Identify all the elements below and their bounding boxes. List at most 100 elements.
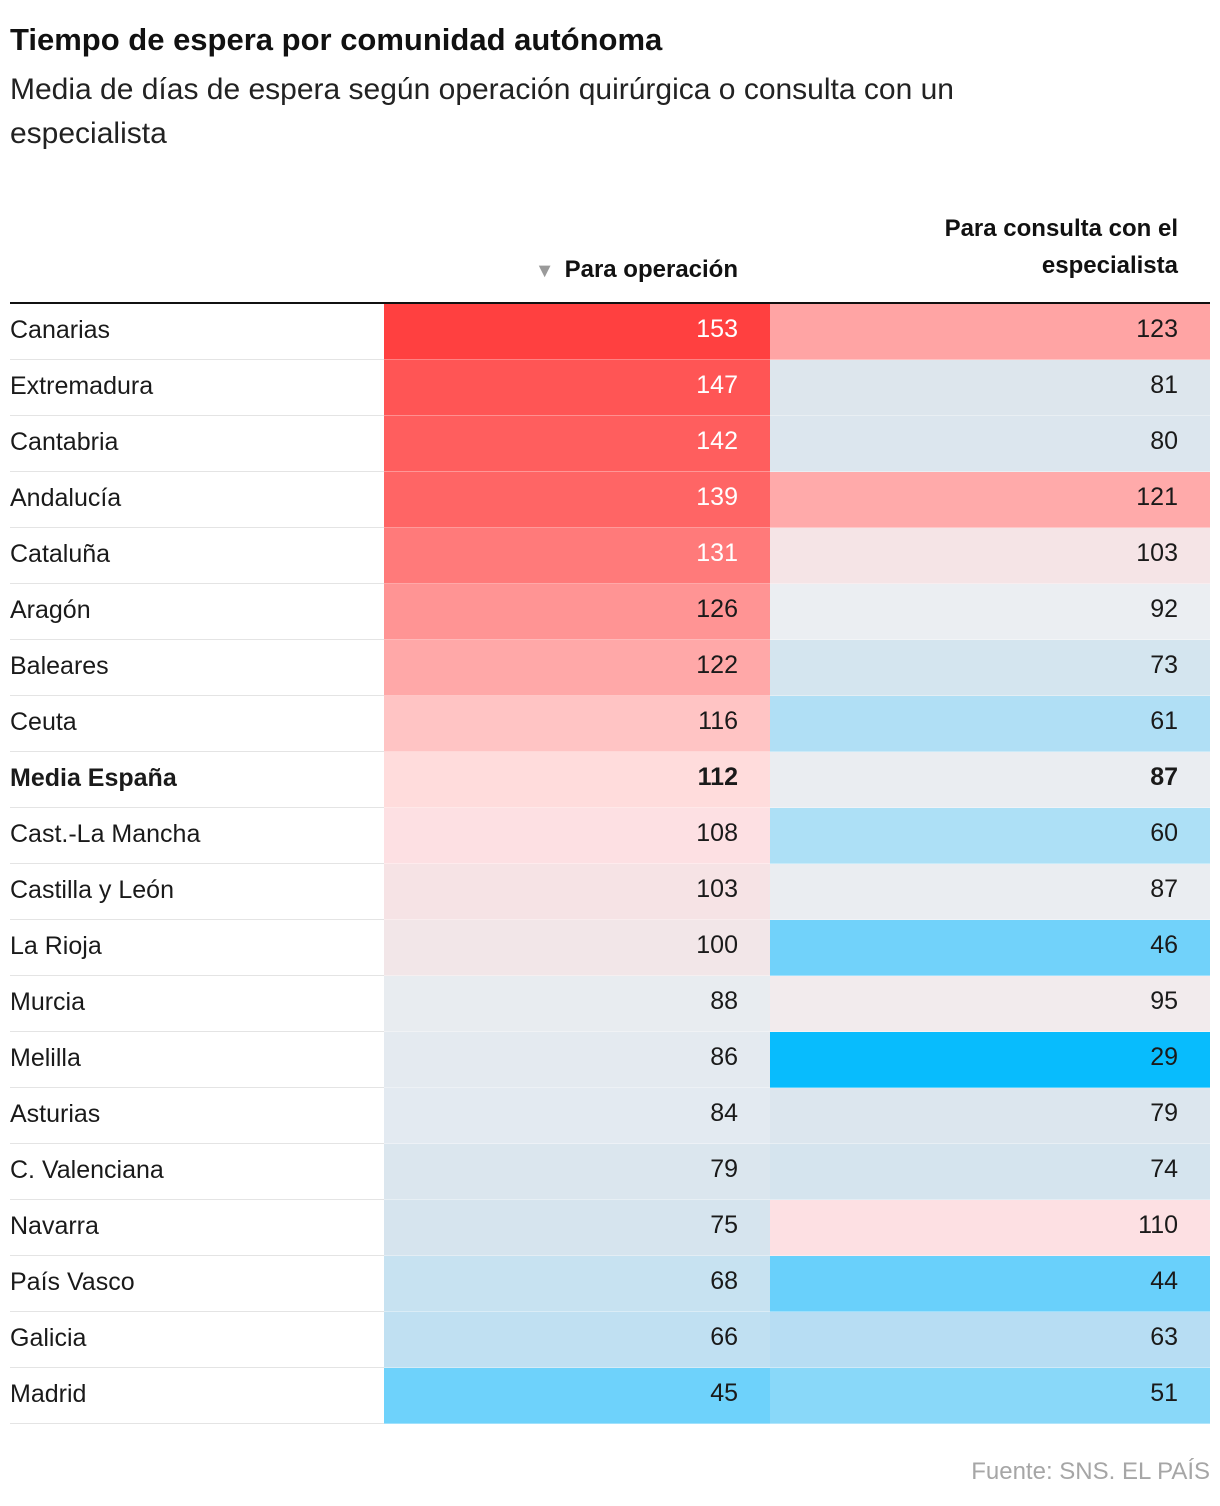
row-divider xyxy=(10,919,384,920)
row-label: Asturias xyxy=(10,1100,101,1128)
consultation-value-cell: 123 xyxy=(770,304,1210,360)
row-divider xyxy=(10,1311,384,1312)
column-header-operation-label: Para operación xyxy=(564,256,738,283)
sort-desc-icon[interactable]: ▼ xyxy=(534,260,555,282)
row-divider xyxy=(10,1423,384,1424)
operation-value-cell: 122 xyxy=(384,640,770,696)
table-row: Galicia 66 63 xyxy=(10,1312,1210,1368)
row-label: Ceuta xyxy=(10,708,77,736)
consultation-value-cell: 79 xyxy=(770,1088,1210,1144)
consultation-value-cell: 51 xyxy=(770,1368,1210,1424)
row-divider xyxy=(10,359,384,360)
operation-value-cell: 131 xyxy=(384,528,770,584)
row-label: Extremadura xyxy=(10,372,154,400)
row-label: Andalucía xyxy=(10,484,122,512)
column-header-consultation[interactable]: Para consulta con el especialista xyxy=(878,210,1178,284)
consultation-value-cell: 95 xyxy=(770,976,1210,1032)
row-label: Melilla xyxy=(10,1044,81,1072)
row-divider xyxy=(10,583,384,584)
consultation-value-cell: 29 xyxy=(770,1032,1210,1088)
table-row: Navarra 75 110 xyxy=(10,1200,1210,1256)
operation-value-cell: 84 xyxy=(384,1088,770,1144)
operation-value-cell: 86 xyxy=(384,1032,770,1088)
consultation-value-cell: 103 xyxy=(770,528,1210,584)
table-row: Andalucía 139 121 xyxy=(10,472,1210,528)
table-header: ▼ Para operación Para consulta con el esp… xyxy=(10,205,1210,302)
operation-value-cell: 79 xyxy=(384,1144,770,1200)
operation-value-cell: 103 xyxy=(384,864,770,920)
operation-value-cell: 112 xyxy=(384,752,770,808)
table-row: Cataluña 131 103 xyxy=(10,528,1210,584)
row-label: Aragón xyxy=(10,596,91,624)
row-label: Galicia xyxy=(10,1324,87,1352)
operation-value-cell: 116 xyxy=(384,696,770,752)
row-divider xyxy=(10,751,384,752)
row-divider xyxy=(10,1143,384,1144)
operation-value-cell: 45 xyxy=(384,1368,770,1424)
operation-value-cell: 139 xyxy=(384,472,770,528)
consultation-value-cell: 87 xyxy=(770,752,1210,808)
row-label: Madrid xyxy=(10,1380,87,1408)
column-header-operation[interactable]: ▼ Para operación xyxy=(535,256,738,284)
row-label: Media España xyxy=(10,764,177,792)
row-label: Murcia xyxy=(10,988,86,1016)
consultation-value-cell: 60 xyxy=(770,808,1210,864)
row-label: País Vasco xyxy=(10,1268,135,1296)
operation-value-cell: 88 xyxy=(384,976,770,1032)
source-note: Fuente: SNS. EL PAÍS xyxy=(971,1458,1210,1485)
row-label: La Rioja xyxy=(10,932,102,960)
operation-value-cell: 66 xyxy=(384,1312,770,1368)
operation-value-cell: 100 xyxy=(384,920,770,976)
row-divider xyxy=(10,1031,384,1032)
consultation-value-cell: 80 xyxy=(770,416,1210,472)
row-label: C. Valenciana xyxy=(10,1156,164,1184)
consultation-value-cell: 46 xyxy=(770,920,1210,976)
consultation-value-cell: 110 xyxy=(770,1200,1210,1256)
row-label: Castilla y León xyxy=(10,876,174,904)
consultation-value-cell: 74 xyxy=(770,1144,1210,1200)
table-row: Madrid 45 51 xyxy=(10,1368,1210,1424)
table-row: Asturias 84 79 xyxy=(10,1088,1210,1144)
table-row: Castilla y León 103 87 xyxy=(10,864,1210,920)
table-row: Ceuta 116 61 xyxy=(10,696,1210,752)
row-divider xyxy=(10,807,384,808)
row-divider xyxy=(10,639,384,640)
operation-value-cell: 142 xyxy=(384,416,770,472)
table-row: País Vasco 68 44 xyxy=(10,1256,1210,1312)
table-row: Baleares 122 73 xyxy=(10,640,1210,696)
row-divider xyxy=(10,1087,384,1088)
table-row: Cast.-La Mancha 108 60 xyxy=(10,808,1210,864)
chart-subtitle: Media de días de espera según operación … xyxy=(10,73,954,150)
row-label: Navarra xyxy=(10,1212,99,1240)
table-row: Aragón 126 92 xyxy=(10,584,1210,640)
row-label: Canarias xyxy=(10,316,111,344)
chart-title: Tiempo de espera por comunidad autónoma xyxy=(10,22,663,57)
consultation-value-cell: 73 xyxy=(770,640,1210,696)
consultation-value-cell: 87 xyxy=(770,864,1210,920)
consultation-value-cell: 121 xyxy=(770,472,1210,528)
operation-value-cell: 126 xyxy=(384,584,770,640)
row-divider xyxy=(10,1199,384,1200)
row-divider xyxy=(10,527,384,528)
header-divider xyxy=(10,302,1210,304)
row-divider xyxy=(10,1367,384,1368)
row-label: Cast.-La Mancha xyxy=(10,820,201,848)
table-row: Murcia 88 95 xyxy=(10,976,1210,1032)
table-row: Melilla 86 29 xyxy=(10,1032,1210,1088)
consultation-value-cell: 92 xyxy=(770,584,1210,640)
consultation-value-cell: 63 xyxy=(770,1312,1210,1368)
operation-value-cell: 68 xyxy=(384,1256,770,1312)
table-row: Canarias 153 123 xyxy=(10,304,1210,360)
operation-value-cell: 108 xyxy=(384,808,770,864)
operation-value-cell: 147 xyxy=(384,360,770,416)
consultation-value-cell: 81 xyxy=(770,360,1210,416)
row-divider xyxy=(10,415,384,416)
operation-value-cell: 153 xyxy=(384,304,770,360)
consultation-value-cell: 61 xyxy=(770,696,1210,752)
table-row: C. Valenciana 79 74 xyxy=(10,1144,1210,1200)
row-label: Cantabria xyxy=(10,428,119,456)
row-divider xyxy=(10,471,384,472)
row-divider xyxy=(10,695,384,696)
row-divider xyxy=(10,863,384,864)
table-row: Media España 112 87 xyxy=(10,752,1210,808)
